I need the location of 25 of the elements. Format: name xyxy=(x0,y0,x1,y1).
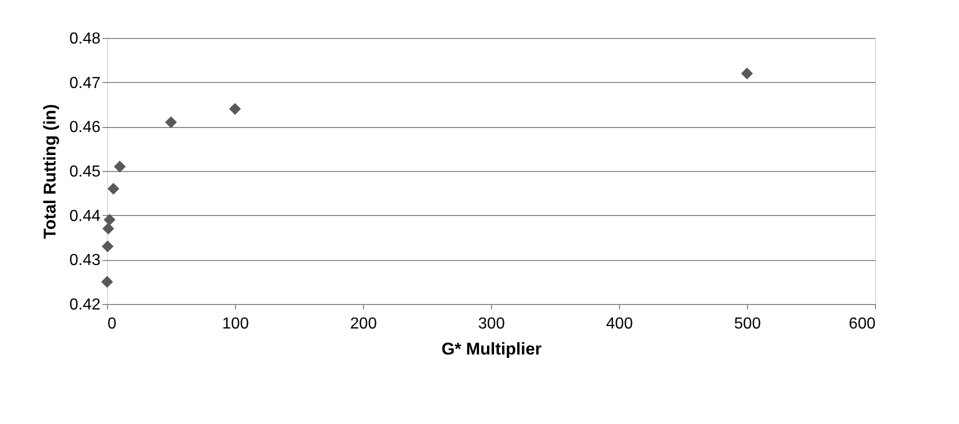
x-tick-label: 0 xyxy=(108,316,116,332)
y-tick-label: 0.48 xyxy=(69,30,101,48)
x-axis-title: G* Multiplier xyxy=(441,340,542,358)
x-tick-label: 300 xyxy=(478,316,505,332)
y-tick-label: 0.44 xyxy=(69,208,101,225)
x-tick-label: 100 xyxy=(222,316,249,332)
y-tick-label: 0.46 xyxy=(69,119,101,136)
point xyxy=(114,160,126,172)
point xyxy=(165,116,177,128)
y-tick-label: 0.45 xyxy=(69,164,101,180)
x-tick-label: 400 xyxy=(606,316,633,332)
point xyxy=(101,276,114,288)
x-tick-label: 500 xyxy=(734,316,761,332)
point xyxy=(102,240,114,252)
point xyxy=(102,222,114,235)
y-tick-label: 0.43 xyxy=(69,252,101,270)
y-axis-title: Total Rutting (in) xyxy=(40,104,60,239)
y-tick-label: 0.42 xyxy=(69,296,101,314)
x-tick-label: 600 xyxy=(848,316,876,332)
point xyxy=(104,214,116,226)
point xyxy=(229,103,241,115)
point xyxy=(107,182,120,195)
point xyxy=(741,68,753,80)
y-tick-label: 0.47 xyxy=(69,74,101,92)
x-tick-label: 200 xyxy=(350,316,377,332)
